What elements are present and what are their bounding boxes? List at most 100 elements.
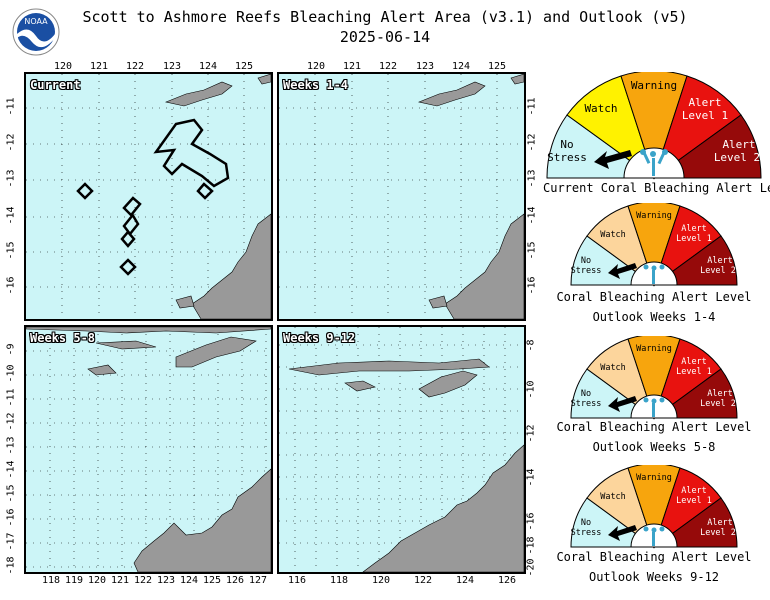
gauge-outlook-9-12-weeks: Outlook Weeks 9-12 bbox=[588, 570, 720, 584]
panel-label-current: Current bbox=[30, 78, 81, 92]
lon-tick: 127 bbox=[249, 575, 268, 586]
map-weeks-9-12 bbox=[279, 327, 524, 572]
seg-alert1: Alert bbox=[681, 486, 707, 496]
seg-alert2-2: Level 2 bbox=[700, 266, 736, 276]
lat-tick: -18 bbox=[5, 556, 17, 575]
seg-alert2-2: Level 2 bbox=[700, 399, 736, 409]
map-current bbox=[26, 74, 271, 319]
lon-tick: 120 bbox=[88, 575, 107, 586]
lon-tick: 123 bbox=[416, 61, 435, 72]
lat-tick: -18 bbox=[525, 536, 537, 555]
gauge-outlook-1-4-caption: Coral Bleaching Alert Level bbox=[556, 290, 752, 304]
map-weeks-5-8 bbox=[26, 327, 271, 572]
seg-alert1: Alert bbox=[688, 96, 721, 109]
lat-tick: -11 bbox=[526, 97, 538, 116]
lat-tick: -17 bbox=[5, 532, 17, 551]
level-arrow bbox=[594, 150, 632, 169]
map-weeks-1-4 bbox=[279, 74, 524, 319]
map-panel-current: Current bbox=[24, 72, 273, 321]
lat-tick: -14 bbox=[5, 206, 17, 225]
page-date: 2025-06-14 bbox=[339, 28, 431, 46]
coral-icon bbox=[640, 149, 668, 176]
lat-tick: -15 bbox=[5, 484, 17, 503]
gauge-outlook-9-12-caption: Coral Bleaching Alert Level bbox=[556, 550, 752, 564]
lon-tick: 125 bbox=[203, 575, 222, 586]
lat-tick: -10 bbox=[525, 380, 537, 399]
coral-icon bbox=[643, 264, 665, 284]
seg-warning: Warning bbox=[636, 344, 672, 354]
seg-alert1-2: Level 1 bbox=[676, 367, 712, 377]
lat-tick: -14 bbox=[5, 460, 17, 479]
lon-tick: 122 bbox=[379, 61, 398, 72]
land bbox=[417, 74, 524, 319]
level-arrow bbox=[608, 396, 637, 412]
lat-tick: -16 bbox=[525, 512, 537, 531]
seg-warning: Warning bbox=[631, 79, 677, 92]
lat-tick: -12 bbox=[5, 412, 17, 431]
lon-tick: 126 bbox=[226, 575, 245, 586]
seg-no-stress-2: Stress bbox=[547, 151, 587, 164]
seg-alert1: Alert bbox=[681, 357, 707, 367]
seg-no-stress-2: Stress bbox=[571, 266, 602, 276]
lon-tick: 120 bbox=[54, 61, 73, 72]
logo-text: NOAA bbox=[24, 17, 48, 26]
seg-no-stress-2: Stress bbox=[571, 399, 602, 409]
seg-alert1-2: Level 1 bbox=[676, 496, 712, 506]
lon-tick: 119 bbox=[65, 575, 84, 586]
seg-warning: Warning bbox=[636, 473, 672, 483]
lat-tick: -11 bbox=[5, 388, 17, 407]
lat-tick: -15 bbox=[5, 241, 17, 260]
map-panel-weeks-1-4: Weeks 1-4 bbox=[277, 72, 526, 321]
lon-tick: 124 bbox=[180, 575, 199, 586]
lon-tick: 122 bbox=[126, 61, 145, 72]
seg-watch: Watch bbox=[600, 230, 626, 240]
gauge-outlook-1-4-weeks: Outlook Weeks 1-4 bbox=[592, 310, 716, 324]
lat-tick: -13 bbox=[5, 436, 17, 455]
seg-alert1: Alert bbox=[681, 224, 707, 234]
lon-tick: 125 bbox=[235, 61, 254, 72]
seg-alert2-2: Level 2 bbox=[714, 151, 760, 164]
lon-tick: 126 bbox=[498, 575, 517, 586]
seg-alert2: Alert bbox=[707, 518, 733, 528]
panel-label-weeks-5-8: Weeks 5-8 bbox=[30, 331, 96, 345]
panel-label-weeks-1-4: Weeks 1-4 bbox=[283, 78, 349, 92]
land bbox=[26, 327, 271, 572]
seg-alert2: Alert bbox=[722, 138, 755, 151]
seg-no-stress: No bbox=[560, 138, 573, 151]
lat-tick: -20 bbox=[525, 558, 537, 577]
lat-tick: -13 bbox=[526, 169, 538, 188]
alert-area-outlines bbox=[76, 118, 230, 276]
seg-watch: Watch bbox=[600, 363, 626, 373]
lon-tick: 121 bbox=[111, 575, 130, 586]
panel-label-weeks-9-12: Weeks 9-12 bbox=[283, 331, 356, 345]
lat-tick: -12 bbox=[525, 424, 537, 443]
seg-no-stress-2: Stress bbox=[571, 528, 602, 538]
lat-tick: -8 bbox=[525, 339, 537, 352]
gauge-outlook-5-8-caption: Coral Bleaching Alert Level bbox=[556, 420, 752, 434]
gauge-current: No Stress Watch Warning Alert Level 1 Al… bbox=[543, 70, 765, 184]
seg-alert2: Alert bbox=[707, 256, 733, 266]
land bbox=[164, 74, 271, 319]
lon-tick: 116 bbox=[288, 575, 307, 586]
lon-tick: 118 bbox=[330, 575, 349, 586]
lat-tick: -16 bbox=[526, 276, 538, 295]
gauge-outlook-9-12: No Stress Watch Warning Alert Level 1 Al… bbox=[568, 463, 740, 553]
lat-tick: -12 bbox=[526, 133, 538, 152]
seg-alert2: Alert bbox=[707, 389, 733, 399]
coral-icon bbox=[643, 397, 665, 417]
seg-watch: Watch bbox=[584, 102, 617, 115]
seg-no-stress: No bbox=[581, 518, 591, 528]
seg-watch: Watch bbox=[600, 492, 626, 502]
lat-tick: -9 bbox=[5, 343, 17, 356]
lon-tick: 124 bbox=[199, 61, 218, 72]
lon-tick: 123 bbox=[157, 575, 176, 586]
lat-tick: -13 bbox=[5, 169, 17, 188]
gauge-outlook-5-8: No Stress Watch Warning Alert Level 1 Al… bbox=[568, 334, 740, 424]
noaa-logo: NOAA bbox=[12, 8, 60, 60]
gauge-outlook-1-4: No Stress Watch Warning Alert Level 1 Al… bbox=[568, 201, 740, 291]
gauge-current-caption: Current Coral Bleaching Alert Level bbox=[543, 181, 770, 195]
lat-tick: -16 bbox=[5, 276, 17, 295]
page-title: Scott to Ashmore Reefs Bleaching Alert A… bbox=[82, 8, 688, 26]
lon-tick: 122 bbox=[414, 575, 433, 586]
map-panel-weeks-9-12: Weeks 9-12 bbox=[277, 325, 526, 574]
